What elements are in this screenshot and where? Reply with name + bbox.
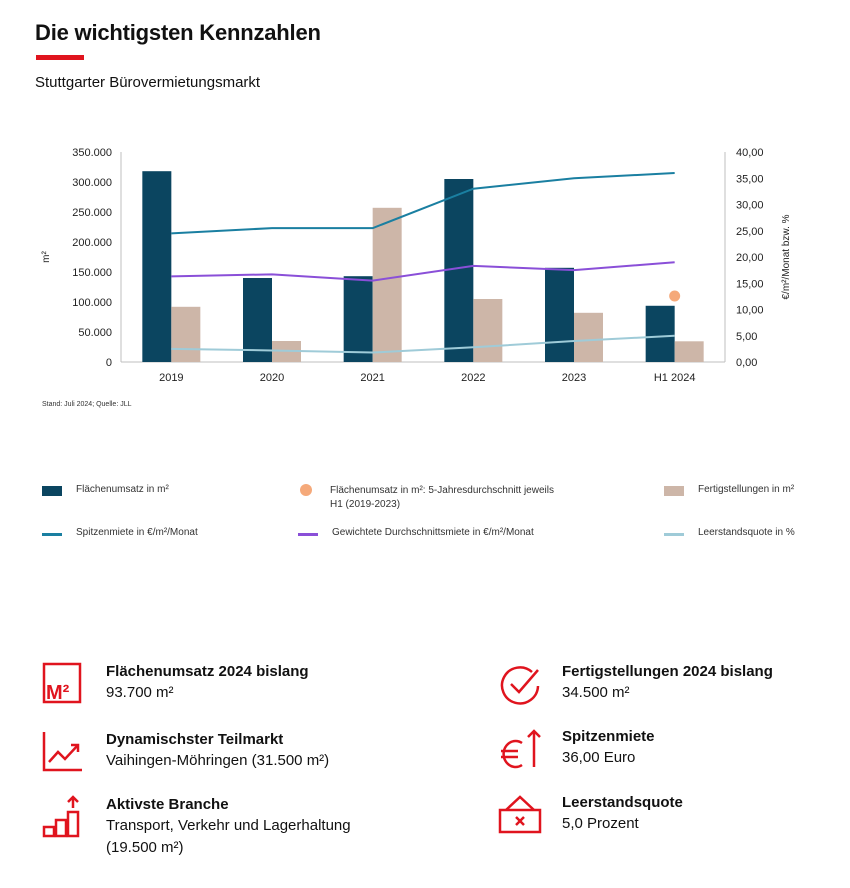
kpi-value: 36,00 Euro [562, 749, 636, 766]
legend-label: Gewichtete Durchschnittsmiete in €/m²/Mo… [332, 527, 534, 538]
y2-tick-label: 40,00 [736, 147, 764, 159]
source-note: Stand: Juli 2024; Quelle: JLL [42, 401, 132, 408]
kpi-value: Vaihingen-Möhringen (31.500 m²) [106, 752, 330, 769]
bar-flaechenumsatz [142, 171, 172, 362]
kpi-flaechenumsatz: M² Flächenumsatz 2024 bislang 93.700 m² [42, 662, 309, 706]
bar-flaechenumsatz [545, 267, 574, 362]
bar-fertigstellungen [674, 341, 704, 362]
kpi-leerstand: Leerstandsquote 5,0 Prozent [498, 793, 683, 837]
kpi-value: 5,0 Prozent [562, 815, 639, 832]
y-tick-label: 350.000 [72, 147, 112, 159]
kpi-title: Aktivste Branche [106, 796, 229, 813]
kpi-value: 93.700 m² [106, 684, 174, 701]
x-tick-label: 2021 [360, 372, 384, 384]
legend-swatch-durchschnittsmiete [298, 533, 318, 536]
bar-flaechenumsatz [444, 179, 474, 362]
bar-flaechenumsatz [343, 276, 373, 362]
bar-fertigstellungen [574, 312, 603, 362]
kpi-value: 34.500 m² [562, 684, 630, 701]
legend-fertigstellungen: Fertigstellungen in m² [664, 484, 794, 496]
x-tick-label: 2023 [562, 372, 586, 384]
legend-swatch-spitzenmiete [42, 533, 62, 536]
bar-fertigstellungen [473, 299, 503, 362]
y2-tick-label: 25,00 [736, 226, 764, 238]
x-tick-label: H1 2024 [654, 372, 696, 384]
kpi-title: Fertigstellungen 2024 bislang [562, 663, 773, 680]
kpi-teilmarkt: Dynamischster Teilmarkt Vaihingen-Möhrin… [42, 730, 329, 774]
y2-tick-label: 20,00 [736, 252, 764, 264]
legend-spitzenmiete: Spitzenmiete in €/m²/Monat [42, 527, 198, 538]
legend-label: Flächenumsatz in m² [76, 484, 169, 495]
kpi-title: Leerstandsquote [562, 794, 683, 811]
y2-axis-label: €/m²/Monat bzw. % [781, 214, 792, 299]
kpi-value: Transport, Verkehr und Lagerhaltung (19.… [106, 817, 351, 856]
legend-label: Spitzenmiete in €/m²/Monat [76, 527, 198, 538]
point-5-jahresdurchschnitt [669, 290, 681, 302]
combo-chart: 0 50.000 100.000 150.000 200.000 250.000 300.0… [41, 147, 792, 384]
y2-tick-label: 0,00 [736, 357, 757, 369]
page-subtitle: Stuttgarter Bürovermietungsmarkt [35, 74, 261, 91]
bar-flaechenumsatz [645, 305, 675, 362]
legend-swatch-flaechenumsatz [42, 486, 62, 496]
kpi-title: Flächenumsatz 2024 bislang [106, 663, 309, 680]
legend-leerstand: Leerstandsquote in % [664, 527, 795, 538]
y2-tick-label: 15,00 [736, 278, 764, 290]
y2-tick-label: 35,00 [736, 173, 764, 185]
y-tick-label: 300.000 [72, 177, 112, 189]
y-axis-label: m² [41, 251, 52, 263]
x-tick-label: 2022 [461, 372, 485, 384]
bar-fertigstellungen [171, 306, 201, 362]
kpi-fertigstellungen: Fertigstellungen 2024 bislang 34.500 m² [498, 662, 773, 706]
check-circle-icon [500, 666, 540, 705]
bar-flaechenumsatz [243, 278, 272, 362]
legend-label: Flächenumsatz in m²: 5-Jahresdurchschnit… [330, 485, 554, 510]
x-tick-label: 2019 [159, 372, 183, 384]
m2-icon: M² [42, 662, 82, 704]
kpi-title: Dynamischster Teilmarkt [106, 731, 284, 748]
y-tick-label: 0 [106, 357, 112, 369]
line-leerstand [171, 334, 675, 354]
line-spitzenmiete [171, 172, 675, 235]
y2-tick-label: 10,00 [736, 305, 764, 317]
page-title: Die wichtigsten Kennzahlen [35, 20, 321, 45]
y-tick-label: 50.000 [78, 327, 112, 339]
y2-tick-label: 5,00 [736, 331, 757, 343]
bar-fertigstellungen [372, 207, 402, 362]
vacancy-sign-icon [498, 795, 542, 834]
y2-tick-label: 30,00 [736, 200, 764, 212]
y-tick-label: 250.000 [72, 207, 112, 219]
legend-label: Leerstandsquote in % [698, 527, 795, 538]
kpi-branche: Aktivste Branche Transport, Verkehr und … [42, 795, 351, 859]
title-accent-bar [36, 55, 84, 60]
kpi-spitzenmiete: Spitzenmiete 36,00 Euro [498, 727, 655, 771]
y-tick-label: 200.000 [72, 237, 112, 249]
legend-durchschnittsmiete: Gewichtete Durchschnittsmiete in €/m²/Mo… [298, 527, 534, 538]
trend-chart-icon [42, 732, 82, 772]
euro-up-icon [501, 729, 541, 769]
legend-flaechenumsatz: Flächenumsatz in m² [42, 484, 169, 496]
legend-avg: Flächenumsatz in m²: 5-Jahresdurchschnit… [298, 484, 578, 512]
legend-swatch-fertigstellungen [664, 486, 684, 496]
legend-label: Fertigstellungen in m² [698, 484, 795, 495]
rising-steps-icon [42, 795, 80, 838]
line-durchschnittsmiete [171, 261, 675, 282]
legend-swatch-avg [300, 484, 312, 496]
y-tick-label: 100.000 [72, 297, 112, 309]
svg-text:M²: M² [46, 682, 70, 704]
y-tick-label: 150.000 [72, 267, 112, 279]
x-tick-label: 2020 [260, 372, 284, 384]
legend-swatch-leerstand [664, 533, 684, 536]
kpi-title: Spitzenmiete [562, 728, 655, 745]
